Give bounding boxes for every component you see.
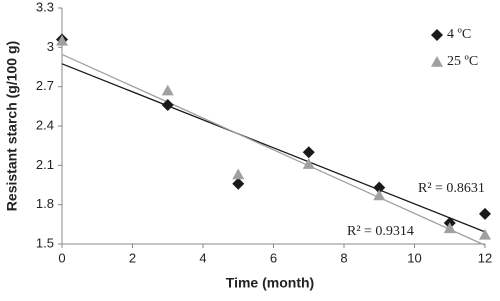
legend-marker (431, 56, 443, 67)
r2-label: R² = 0.8631 (418, 181, 485, 196)
legend-marker (431, 29, 443, 41)
data-point (56, 34, 68, 46)
data-point (479, 228, 491, 240)
data-point (443, 222, 456, 234)
x-tick-label: 8 (340, 250, 347, 265)
trendline (61, 53, 486, 246)
data-point (302, 146, 315, 159)
legend-label: 4 ºC (447, 27, 471, 42)
data-point (302, 158, 315, 169)
y-tick-label: 1.5 (36, 235, 54, 250)
x-tick-label: 2 (129, 250, 136, 265)
y-axis-title: Resistant starch (g/100 g) (4, 41, 20, 211)
y-tick-label: 1.8 (36, 196, 54, 211)
r2-label: R² = 0.9314 (347, 224, 414, 239)
trendline (61, 63, 486, 233)
legend-label: 25 ºC (447, 54, 478, 69)
x-tick-label: 10 (407, 250, 421, 265)
data-point (232, 177, 245, 190)
x-tick-label: 0 (58, 250, 65, 265)
y-tick-label: 3 (47, 39, 54, 54)
data-point (479, 207, 491, 220)
x-tick-label: 4 (199, 250, 206, 265)
x-axis-title: Time (month) (226, 275, 314, 291)
data-point (373, 181, 386, 194)
y-tick-label: 2.1 (36, 157, 54, 172)
data-point (161, 99, 174, 112)
data-point (161, 84, 174, 96)
x-tick-label: 12 (478, 250, 492, 265)
data-point (373, 189, 386, 201)
data-point (232, 168, 245, 180)
y-tick-label: 3.3 (36, 0, 54, 14)
y-tick-label: 2.7 (36, 78, 54, 93)
x-tick-label: 6 (270, 250, 277, 265)
y-tick-label: 2.4 (36, 117, 54, 132)
